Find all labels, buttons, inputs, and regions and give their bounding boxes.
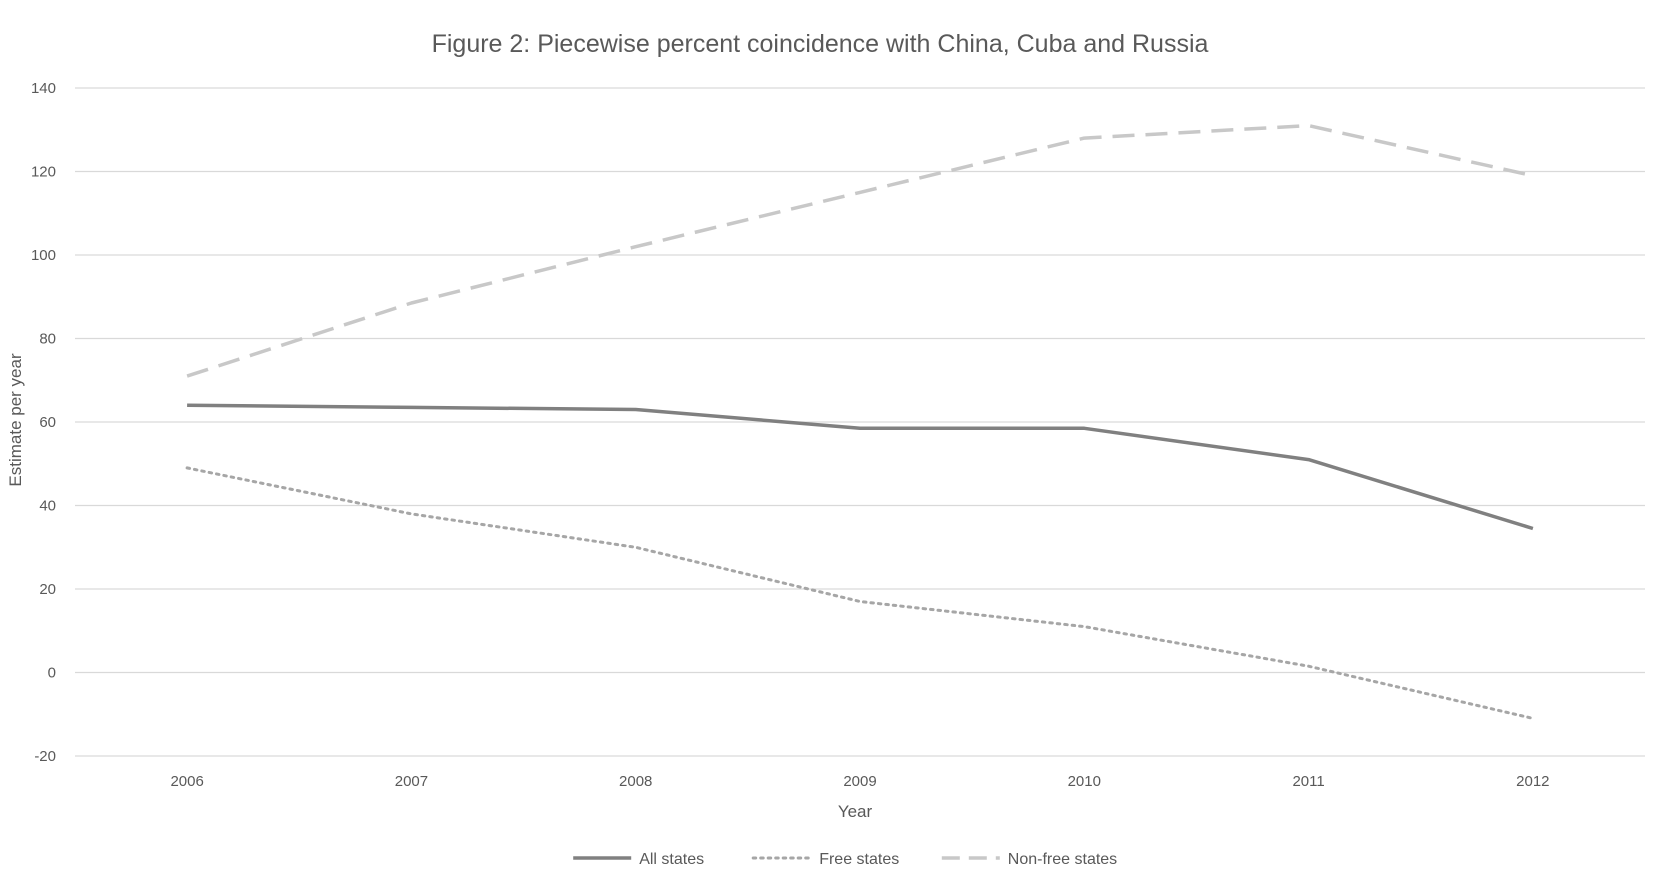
y-tick-label: 20 [39, 581, 56, 598]
y-tick-label: 60 [39, 414, 56, 431]
x-tick-label: 2009 [843, 773, 876, 790]
x-tick-label: 2008 [619, 773, 652, 790]
y-tick-label: 120 [31, 164, 56, 181]
y-tick-label: 40 [39, 498, 56, 515]
series-lines [185, 123, 1535, 720]
series-line-all-states [187, 403, 1534, 531]
series-line-free-states [185, 466, 1535, 720]
x-tick-label: 2006 [170, 773, 203, 790]
y-tick-label: -20 [34, 748, 56, 765]
legend: All states Free states Non-free states [573, 851, 1117, 868]
x-tick-label: 2007 [395, 773, 428, 790]
y-tick-label: 100 [31, 247, 56, 264]
x-axis-tick-labels: 2006 2007 2008 2009 2010 2011 2012 [170, 773, 1549, 790]
x-tick-label: 2012 [1516, 773, 1549, 790]
legend-label-all-states: All states [639, 851, 704, 868]
x-axis-title: Year [838, 802, 873, 821]
y-tick-label: 140 [31, 80, 56, 97]
y-tick-label: 0 [48, 665, 56, 682]
chart-title: Figure 2: Piecewise percent coincidence … [432, 30, 1209, 58]
y-tick-label: 80 [39, 331, 56, 348]
legend-label-non-free-states: Non-free states [1008, 851, 1117, 868]
series-line-non-free-states [186, 123, 1534, 378]
y-axis-title: Estimate per year [6, 353, 25, 487]
x-tick-label: 2011 [1292, 773, 1324, 790]
x-tick-label: 2010 [1068, 773, 1101, 790]
legend-label-free-states: Free states [819, 851, 899, 868]
y-axis-tick-labels: 140 120 100 80 60 40 20 0 -20 [31, 80, 56, 765]
gridlines [75, 87, 1645, 757]
